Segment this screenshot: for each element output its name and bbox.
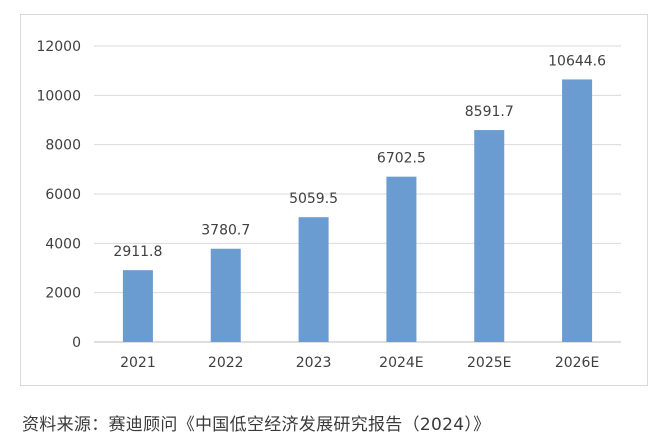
y-tick-label: 6000 [45, 187, 81, 203]
bar [210, 248, 241, 342]
y-tick-label: 2000 [45, 286, 81, 302]
y-tick-label: 4000 [45, 236, 81, 252]
x-tick-label: 2021 [120, 355, 156, 371]
x-tick-label: 2023 [296, 355, 332, 371]
x-tick-label: 2024E [379, 355, 423, 371]
y-tick-label: 0 [72, 335, 81, 351]
data-label: 6702.5 [377, 151, 426, 167]
bar [474, 130, 505, 342]
x-tick-label: 2026E [555, 355, 599, 371]
bar [562, 79, 593, 342]
source-note: 资料来源：赛迪顾问《中国低空经济发展研究报告（2024）》 [22, 415, 491, 435]
data-label: 2911.8 [113, 244, 162, 260]
data-label: 3780.7 [201, 223, 250, 239]
y-tick-label: 8000 [45, 138, 81, 154]
bar-chart: 0 2000 4000 6000 8000 10000 12000 2911.8 2021 378… [36, 39, 621, 371]
bar [298, 217, 329, 342]
x-tick-label: 2022 [208, 355, 244, 371]
y-tick-label: 10000 [36, 88, 81, 104]
data-label: 5059.5 [289, 191, 338, 207]
y-tick-label: 12000 [36, 39, 81, 55]
chart-frame: 0 2000 4000 6000 8000 10000 12000 2911.8 2021 378… [20, 14, 648, 386]
bar [122, 270, 153, 342]
bar [386, 176, 417, 342]
data-label: 10644.6 [548, 53, 606, 69]
x-tick-label: 2025E [467, 355, 511, 371]
data-label: 8591.7 [465, 104, 514, 120]
